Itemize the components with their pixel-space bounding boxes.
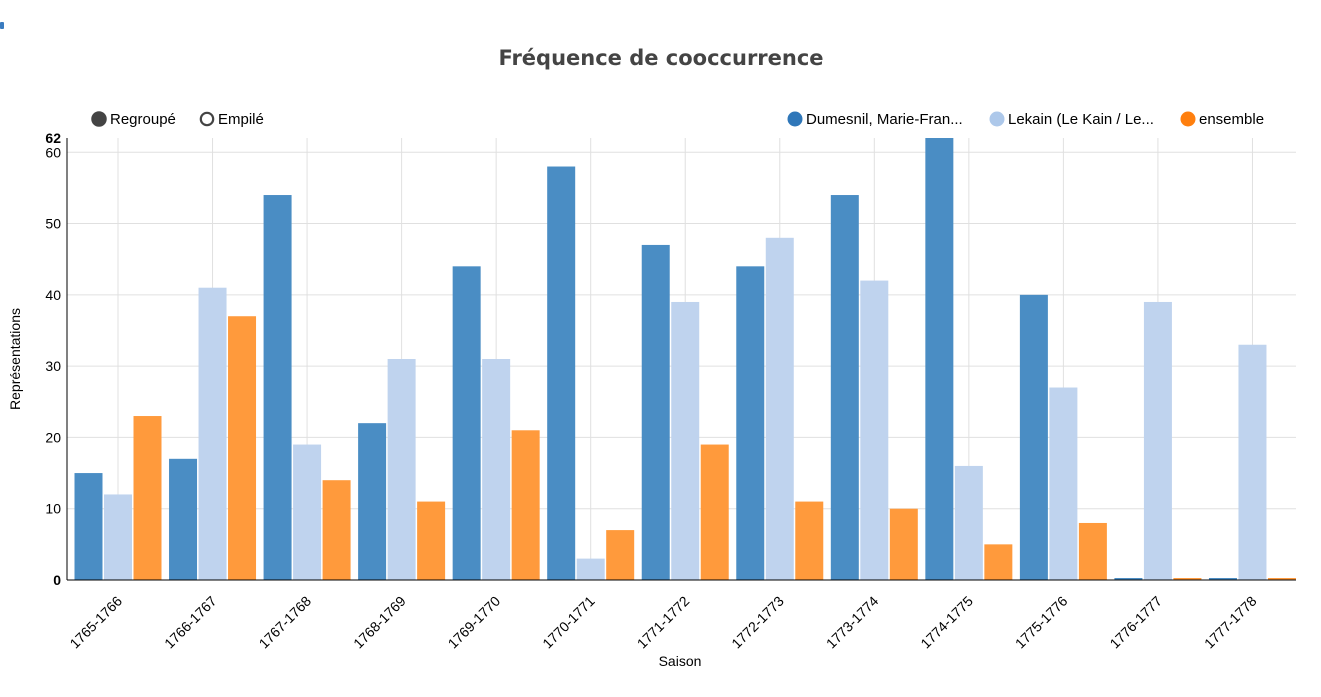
bar-dumesnil-marie-fran[interactable]: [263, 195, 292, 580]
x-tick-label: 1775-1776: [1012, 593, 1071, 652]
x-tick-label: 1766-1767: [161, 593, 220, 652]
y-tick-label: 40: [45, 287, 61, 303]
bar-lekain-le-kain-le[interactable]: [954, 465, 983, 580]
mode-option-grouped[interactable]: Regroupé: [91, 111, 176, 128]
bar-lekain-le-kain-le[interactable]: [293, 444, 322, 580]
y-tick-label: 50: [45, 216, 61, 232]
bar-ensemble[interactable]: [606, 530, 635, 580]
x-tick-label: 1770-1771: [539, 593, 598, 652]
y-tick-label: 30: [45, 358, 61, 374]
x-axis-title: Saison: [659, 653, 702, 669]
bar-ensemble[interactable]: [511, 430, 540, 580]
bar-ensemble[interactable]: [417, 501, 446, 580]
corner-marker: [0, 22, 4, 29]
legend-label-dumesnil[interactable]: Dumesnil, Marie-Fran...: [806, 111, 963, 128]
legend-swatch-dumesnil[interactable]: [787, 111, 803, 127]
y-max-label: 62: [45, 130, 61, 146]
y-tick-label: 60: [45, 144, 61, 160]
bar-dumesnil-marie-fran[interactable]: [925, 138, 954, 580]
x-tick-label: 1773-1774: [823, 593, 882, 652]
bar-dumesnil-marie-fran[interactable]: [641, 244, 670, 580]
bar-ensemble[interactable]: [795, 501, 824, 580]
bar-ensemble[interactable]: [228, 316, 257, 580]
legend-label-ensemble[interactable]: ensemble: [1199, 111, 1264, 128]
bar-lekain-le-kain-le[interactable]: [860, 280, 889, 580]
bar-lekain-le-kain-le[interactable]: [1238, 344, 1267, 580]
x-tick-label: 1772-1773: [728, 593, 787, 652]
legend-item-ensemble[interactable]: ensemble: [1180, 111, 1265, 128]
y-axis-title: Représentations: [7, 308, 23, 410]
x-tick-label: 1765-1766: [66, 593, 125, 652]
legend-item-lekain[interactable]: Lekain (Le Kain / Le...: [989, 111, 1154, 128]
bar-lekain-le-kain-le[interactable]: [1049, 387, 1078, 580]
bar-ensemble[interactable]: [1078, 522, 1107, 580]
bar-dumesnil-marie-fran[interactable]: [736, 266, 765, 580]
y-tick-label: 10: [45, 501, 61, 517]
bar-lekain-le-kain-le[interactable]: [1143, 301, 1172, 580]
bar-ensemble[interactable]: [133, 416, 162, 580]
bar-dumesnil-marie-fran[interactable]: [358, 423, 387, 580]
radio-unselected-icon[interactable]: [199, 111, 215, 127]
bar-lekain-le-kain-le[interactable]: [671, 301, 700, 580]
bar-dumesnil-marie-fran[interactable]: [1019, 294, 1048, 580]
bar-ensemble[interactable]: [889, 508, 918, 580]
bar-dumesnil-marie-fran[interactable]: [169, 458, 198, 580]
bar-lekain-le-kain-le[interactable]: [104, 494, 132, 580]
bar-ensemble[interactable]: [1267, 578, 1296, 580]
bar-dumesnil-marie-fran[interactable]: [74, 473, 103, 580]
chart-title: Fréquence de cooccurrence: [498, 46, 823, 70]
bar-lekain-le-kain-le[interactable]: [387, 359, 416, 580]
y-tick-label: 20: [45, 429, 61, 445]
x-tick-label: 1776-1777: [1106, 593, 1165, 652]
x-tick-label: 1768-1769: [350, 593, 409, 652]
bar-ensemble[interactable]: [984, 544, 1013, 580]
mode-option-stacked-label[interactable]: Empilé: [218, 111, 264, 128]
bar-lekain-le-kain-le[interactable]: [576, 558, 605, 580]
bar-ensemble[interactable]: [322, 480, 351, 580]
bar-dumesnil-marie-fran[interactable]: [830, 195, 859, 580]
legend-item-dumesnil[interactable]: Dumesnil, Marie-Fran...: [787, 111, 963, 128]
bar-dumesnil-marie-fran[interactable]: [452, 266, 481, 580]
bar-lekain-le-kain-le[interactable]: [765, 237, 794, 580]
x-tick-label: 1777-1778: [1201, 593, 1260, 652]
x-tick-label: 1769-1770: [445, 593, 504, 652]
x-tick-label: 1771-1772: [634, 593, 693, 652]
legend-swatch-lekain[interactable]: [989, 111, 1005, 127]
mode-option-stacked[interactable]: Empilé: [199, 111, 264, 128]
radio-selected-icon[interactable]: [91, 111, 107, 127]
bar-dumesnil-marie-fran[interactable]: [1114, 578, 1143, 580]
bar-dumesnil-marie-fran[interactable]: [1208, 578, 1237, 580]
x-tick-label: 1774-1775: [917, 593, 976, 652]
bar-lekain-le-kain-le[interactable]: [198, 287, 227, 580]
bar-dumesnil-marie-fran[interactable]: [547, 166, 576, 581]
bars: [74, 138, 1296, 581]
y-tick-label: 0: [53, 572, 61, 588]
mode-option-grouped-label[interactable]: Regroupé: [110, 111, 176, 128]
legend-label-lekain[interactable]: Lekain (Le Kain / Le...: [1008, 111, 1154, 128]
x-tick-label: 1767-1768: [256, 593, 315, 652]
legend-swatch-ensemble[interactable]: [1180, 111, 1196, 127]
bar-ensemble[interactable]: [1173, 578, 1202, 580]
bar-ensemble[interactable]: [700, 444, 729, 580]
bar-lekain-le-kain-le[interactable]: [482, 359, 511, 580]
